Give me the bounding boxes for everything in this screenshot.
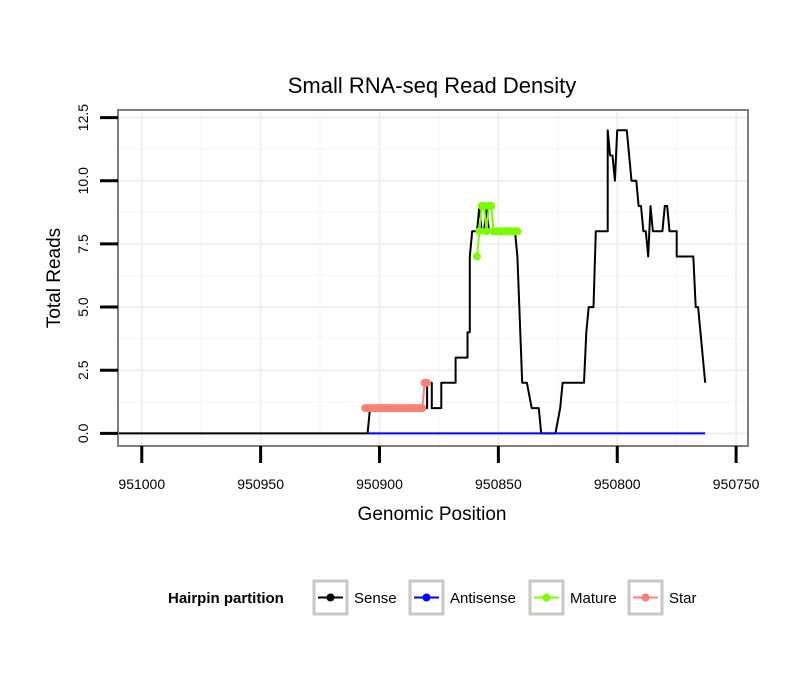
legend-key-point — [641, 593, 650, 602]
x-tick-label: 950750 — [713, 476, 760, 492]
y-tick-label: 0.0 — [75, 423, 91, 443]
x-axis: 951000 950950 950900 950850 950800 950750 — [118, 446, 760, 492]
y-tick-label: 5.0 — [75, 297, 91, 317]
legend-label: Sense — [354, 590, 397, 607]
panel-background — [118, 110, 748, 446]
data-point-mature — [473, 252, 481, 261]
legend-label: Antisense — [450, 590, 516, 607]
x-tick-label: 950800 — [594, 476, 641, 492]
y-axis-title: Total Reads — [44, 228, 65, 328]
series-layer — [118, 129, 707, 435]
data-point-mature — [513, 227, 522, 236]
y-tick-label: 10.0 — [75, 167, 91, 194]
y-tick-label: 12.5 — [75, 104, 91, 131]
legend-key-point — [422, 593, 431, 602]
y-axis: 0.0 2.5 5.0 7.5 10.0 12.5 — [75, 104, 118, 443]
data-point-mature — [475, 227, 484, 236]
series-sense — [118, 129, 707, 435]
legend-key-point — [542, 593, 551, 602]
data-point-mature — [487, 202, 496, 210]
legend: Hairpin partition Sense Antisense Mature St… — [168, 579, 697, 616]
data-point-star — [418, 404, 427, 413]
legend-item-antisense: Antisense — [408, 579, 516, 616]
y-tick-label: 2.5 — [75, 360, 91, 380]
legend-item-star: Star — [627, 579, 697, 616]
legend-label: Star — [669, 590, 697, 607]
series-star — [361, 378, 432, 413]
x-tick-label: 950950 — [237, 476, 284, 492]
panel-border — [117, 109, 749, 447]
x-tick-label: 950900 — [356, 476, 403, 492]
legend-item-sense: Sense — [312, 579, 397, 616]
series-line-sense — [118, 129, 707, 435]
y-tick-label: 7.5 — [75, 234, 91, 254]
legend-label: Mature — [570, 590, 617, 607]
legend-title: Hairpin partition — [168, 590, 284, 607]
legend-item-mature: Mature — [528, 579, 617, 616]
x-axis-title: Genomic Position — [358, 504, 507, 525]
x-tick-label: 950850 — [475, 476, 522, 492]
data-point-star — [423, 378, 432, 387]
data-point-mature — [482, 227, 491, 236]
chart-title: Small RNA-seq Read Density — [288, 73, 577, 98]
legend-entries: Sense Antisense Mature Star — [312, 579, 697, 616]
series-mature — [473, 202, 522, 261]
plot-panel — [117, 109, 749, 447]
legend-key-point — [326, 593, 335, 602]
x-tick-label: 951000 — [118, 476, 165, 492]
